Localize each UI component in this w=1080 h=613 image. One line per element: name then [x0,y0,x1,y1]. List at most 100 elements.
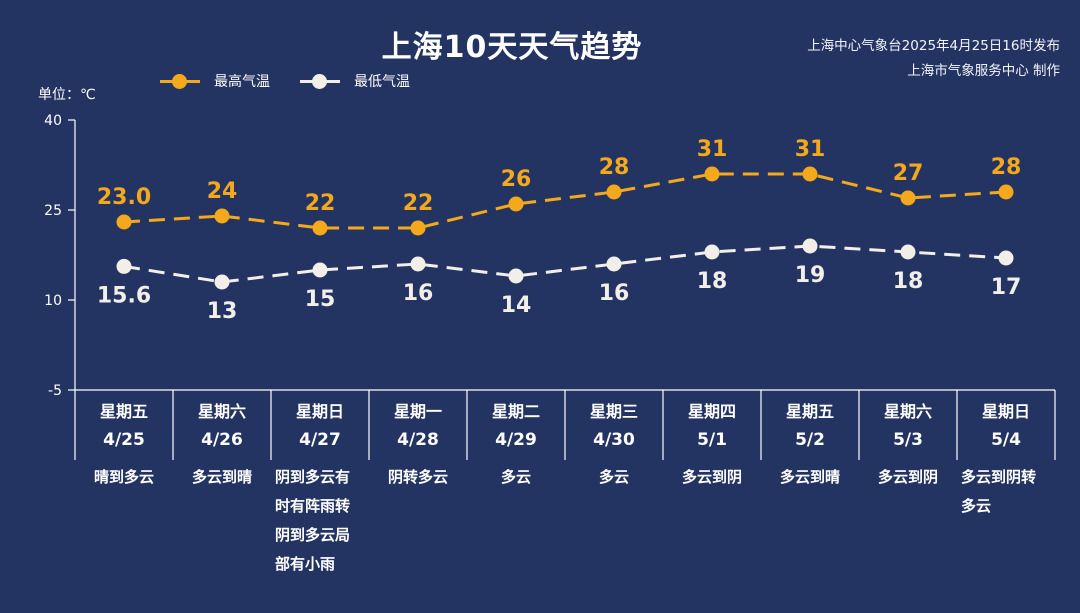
condition-text: 多云到阴转 [961,468,1037,486]
low-temp-point[interactable] [312,262,328,278]
y-tick-labels: 40 25 10 -5 [44,113,62,399]
publish-time: 上海中心气象台2025年4月25日16时发布 [807,38,1060,54]
high-temp-point[interactable] [214,208,230,224]
low-temp-point[interactable] [704,244,720,260]
weekday: 星期四 [687,402,736,421]
condition-5-1: 多云到阴 [663,463,761,492]
low-temp-point[interactable] [508,268,524,284]
date: 5/1 [697,430,727,450]
category-4-26: 星期六 4/26 [173,398,271,454]
high-series-marker-icon [160,71,200,91]
category-4-25: 星期五 4/25 [75,398,173,454]
high-temp-point[interactable] [312,220,328,236]
condition-text: 晴到多云 [93,468,154,486]
high-temp-point[interactable] [606,184,622,200]
weekday: 星期五 [785,402,834,421]
low-temp-point[interactable] [606,256,622,272]
legend-item-high[interactable]: 最高气温 [160,71,270,91]
low-temp-points: 15.6 13 15 16 14 16 18 19 18 17 [97,238,1021,324]
condition-text: 多云 [500,468,531,486]
date: 4/30 [593,430,635,450]
category-4-28: 星期一 4/28 [369,398,467,454]
low-temp-point[interactable] [214,274,230,290]
low-temp-label: 19 [795,263,826,288]
y-tick: 40 [44,113,62,129]
date: 5/3 [893,430,923,450]
high-temp-point[interactable] [900,190,916,206]
high-temp-label: 31 [795,137,826,162]
date: 5/4 [991,430,1021,450]
date: 4/27 [299,430,341,450]
weekday: 星期一 [393,402,442,421]
low-series-marker-icon [300,71,340,91]
y-tick: 25 [44,203,62,219]
high-temp-point[interactable] [116,214,132,230]
low-temp-label: 15.6 [97,283,151,308]
condition-text: 多云到阴 [681,468,742,486]
condition-4-27: 阴到多云有 时有阵雨转 阴到多云局 部有小雨 [271,463,367,579]
date: 4/26 [201,430,243,450]
low-temp-label: 15 [305,287,336,312]
condition-text: 阴转多云 [387,468,448,486]
low-temp-point[interactable] [116,258,132,274]
weekday: 星期日 [295,402,344,421]
condition-text: 阴到多云局 [275,526,351,544]
chart-legend: 最高气温 最低气温 [160,71,440,91]
weekday: 星期日 [981,402,1030,421]
x-axis [74,389,1056,460]
low-temp-label: 18 [893,269,924,294]
legend-item-low[interactable]: 最低气温 [300,71,410,91]
low-temp-point[interactable] [802,238,818,254]
date: 4/25 [103,430,145,450]
publisher-info: 上海中心气象台2025年4月25日16时发布 上海市气象服务中心 制作 [807,34,1060,84]
high-temp-label: 31 [697,137,728,162]
high-temp-point[interactable] [704,166,720,182]
high-temp-point[interactable] [508,196,524,212]
category-4-27: 星期日 4/27 [271,398,369,454]
condition-text: 阴到多云有 [275,468,351,486]
low-temp-label: 18 [697,269,728,294]
high-temp-point[interactable] [410,220,426,236]
weekday: 星期五 [99,402,148,421]
condition-5-4: 多云到阴转 多云 [957,463,1053,521]
high-temp-label: 22 [403,191,434,216]
condition-text: 部有小雨 [275,555,336,573]
condition-4-25: 晴到多云 [75,463,173,492]
y-tick: 10 [44,293,62,309]
low-temp-point[interactable] [410,256,426,272]
condition-text: 多云到晴 [191,468,252,486]
legend-label-high: 最高气温 [214,74,270,90]
low-temp-point[interactable] [998,250,1014,266]
category-5-3: 星期六 5/3 [859,398,957,454]
condition-text: 多云 [961,497,992,515]
low-temp-line [123,244,1007,284]
condition-text: 多云到阴 [877,468,938,486]
high-temp-point[interactable] [802,166,818,182]
producer: 上海市气象服务中心 制作 [907,63,1060,79]
low-temp-label: 16 [403,281,434,306]
low-temp-point[interactable] [900,244,916,260]
unit-label: 单位：℃ [38,87,96,103]
high-temp-points: 23.0 24 22 22 26 28 31 31 27 28 [97,137,1021,236]
high-temp-point[interactable] [998,184,1014,200]
high-temp-line [123,172,1007,230]
condition-text: 多云 [598,468,629,486]
category-5-1: 星期四 5/1 [663,398,761,454]
condition-5-3: 多云到阴 [859,463,957,492]
high-temp-label: 26 [501,167,532,192]
high-temp-label: 22 [305,191,336,216]
weekday: 星期六 [883,402,932,421]
condition-5-2: 多云到晴 [761,463,859,492]
y-axis [68,119,76,391]
condition-4-26: 多云到晴 [173,463,271,492]
legend-label-low: 最低气温 [354,74,410,90]
weekday: 星期六 [197,402,246,421]
high-temp-label: 23.0 [97,185,151,210]
high-temp-label: 28 [599,155,630,180]
category-5-4: 星期日 5/4 [957,398,1055,454]
category-4-30: 星期三 4/30 [565,398,663,454]
low-temp-label: 14 [501,293,532,318]
high-temp-label: 27 [893,161,924,186]
condition-4-28: 阴转多云 [369,463,467,492]
